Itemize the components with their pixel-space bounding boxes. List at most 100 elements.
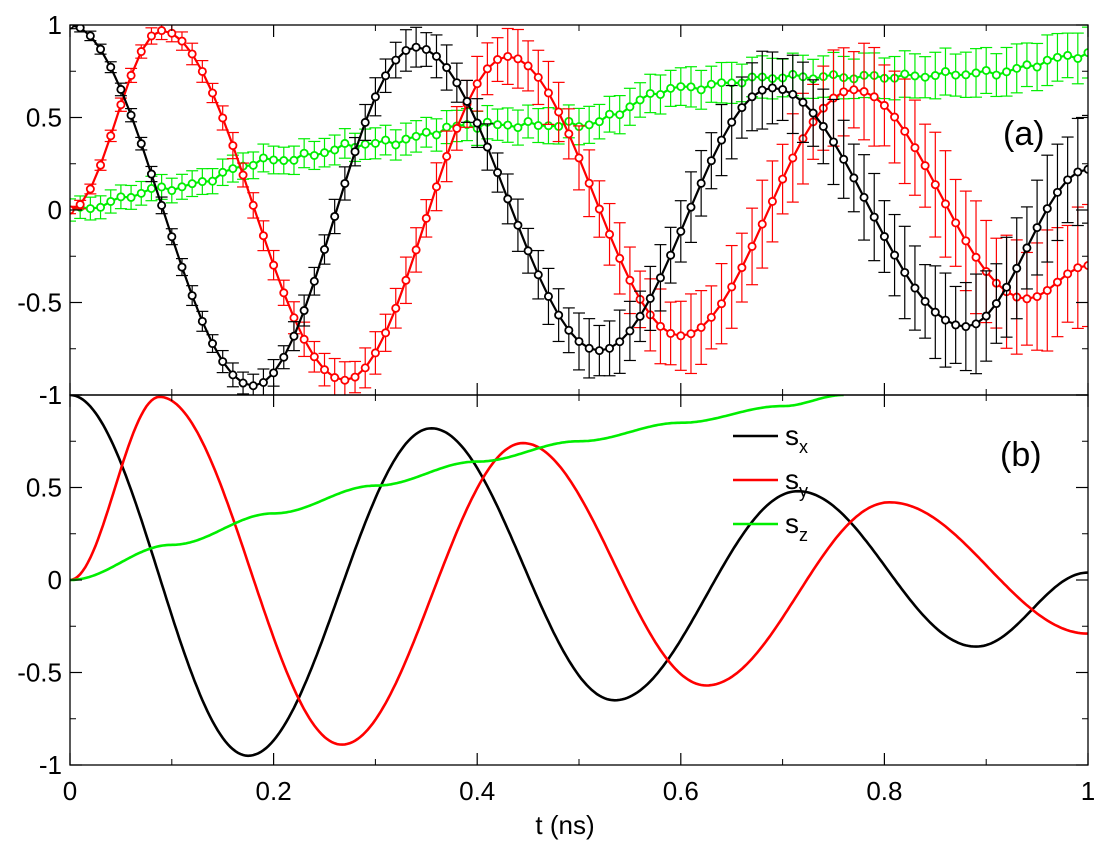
panel-a-marker-sz <box>370 138 380 148</box>
panel-a-marker-sx <box>879 232 889 242</box>
x-tick-label: 0 <box>63 776 77 806</box>
panel-a-marker-sy <box>1052 277 1062 287</box>
panel-a-marker-sx <box>350 147 360 157</box>
panel-a-marker-sx <box>920 296 930 306</box>
panel-a-marker-sz <box>961 70 971 80</box>
panel-a-marker-sx <box>930 307 940 317</box>
panel-a-marker-sy <box>482 64 492 74</box>
panel-a-marker-sy <box>269 260 279 270</box>
y-tick-label-b: -1 <box>39 750 62 780</box>
panel-a-marker-sz <box>391 140 401 150</box>
tick-layer: 0 0.2 0.4 0.6 0.8 110.50-0.5-1-10.50-0.5-1 <box>17 10 1095 806</box>
panel-a-marker-sy <box>116 100 126 110</box>
panel-a-marker-sy <box>208 88 218 98</box>
panel-a-marker-sy <box>85 184 95 194</box>
panel-a-marker-sz <box>1063 50 1073 60</box>
panel-a-marker-sy <box>706 312 716 322</box>
panel-a-marker-sz <box>289 155 299 165</box>
panel-a-marker-sy <box>360 363 370 373</box>
panel-a-marker-sy <box>523 61 533 71</box>
panel-a-marker-sz <box>401 134 411 144</box>
panel-a-marker-sz <box>971 68 981 78</box>
panel-a-marker-sx <box>472 118 482 128</box>
panel-a-marker-sy <box>971 252 981 262</box>
panel-a-marker-sy <box>605 229 615 239</box>
panel-a-marker-sx <box>391 55 401 65</box>
panel-a-marker-sy <box>218 113 228 123</box>
panel-a-marker-sx <box>717 135 727 145</box>
panel-a-marker-sz <box>655 89 665 99</box>
panel-a-marker-sx <box>503 194 513 204</box>
panel-a-marker-sx <box>951 320 961 330</box>
panel-a-marker-sy <box>401 275 411 285</box>
panel-a-marker-sy <box>299 334 309 344</box>
panel-b-line-sy <box>70 395 1088 746</box>
panel-a-marker-sx <box>1012 263 1022 273</box>
y-tick-label-b: 0 <box>48 565 62 595</box>
panel-a-marker-sx <box>727 117 737 127</box>
panel-a-marker-sz <box>1032 62 1042 72</box>
panel-a-marker-sz <box>279 156 289 166</box>
panel-a-marker-sy <box>411 245 421 255</box>
panel-a-marker-sy <box>676 331 686 341</box>
panel-a-marker-sx <box>381 71 391 81</box>
panel-a-marker-sx <box>1073 167 1083 177</box>
panel-a-marker-sz <box>1042 55 1052 65</box>
panel-a-marker-sx <box>635 311 645 321</box>
panel-a-marker-sz <box>248 160 258 170</box>
panel-a-marker-sy <box>666 328 676 338</box>
y-tick-label-a: 1 <box>48 10 62 40</box>
panel-a-marker-sz <box>930 71 940 81</box>
panel-a-marker-sy <box>279 288 289 298</box>
panel-a-marker-sx <box>594 346 604 356</box>
panel-a-marker-sy <box>778 174 788 184</box>
panel-a-marker-sx <box>910 283 920 293</box>
panel-a-marker-sy <box>238 170 248 180</box>
panel-a-marker-sx <box>961 322 971 332</box>
panel-a-marker-sx <box>462 96 472 106</box>
panel-a-marker-sy <box>493 55 503 65</box>
panel-a-marker-sy <box>319 365 329 375</box>
panel-a-marker-sx <box>666 250 676 260</box>
panel-a-marker-sy <box>696 322 706 332</box>
panel-a-marker-sz <box>208 176 218 186</box>
panel-a-marker-sx <box>106 62 116 72</box>
panel-a-marker-sx <box>197 316 207 326</box>
panel-a-marker-sz <box>96 202 106 212</box>
legend-label-sz: sz <box>785 508 808 545</box>
panel-a-marker-sz <box>696 85 706 95</box>
y-tick-label-a: 0 <box>48 195 62 225</box>
panel-a-marker-sy <box>289 313 299 323</box>
panel-a-marker-sx <box>238 378 248 388</box>
panel-a-marker-sx <box>248 381 258 391</box>
panel-a-marker-sz <box>594 117 604 127</box>
panel-a-marker-sy <box>1063 269 1073 279</box>
panel-a-marker-sy <box>126 70 136 80</box>
panel-a-marker-sz <box>106 196 116 206</box>
panel-a-marker-sz <box>584 120 594 130</box>
panel-a-marker-sx <box>431 51 441 61</box>
x-axis-title: t (ns) <box>535 810 594 840</box>
panel-a-marker-sx <box>126 110 136 120</box>
panel-a-marker-sy <box>594 204 604 214</box>
panel-a-marker-sy <box>686 329 696 339</box>
panel-a-marker-sz <box>900 69 910 79</box>
panel-a-marker-sx <box>218 357 228 367</box>
panel-a-marker-sz <box>330 145 340 155</box>
panel-a-marker-sx <box>767 83 777 93</box>
panel-a-marker-sx <box>991 299 1001 309</box>
panel-a-marker-sz <box>1083 48 1088 58</box>
panel-a-marker-sy <box>890 112 900 122</box>
panel-a-marker-sy <box>574 153 584 163</box>
panel-a-marker-sy <box>737 263 747 273</box>
panel-a-marker-sx <box>319 244 329 254</box>
y-tick-label-a: 0.5 <box>26 103 62 133</box>
legend: sx sy sz <box>733 420 808 545</box>
panel-a-marker-sx <box>747 92 757 102</box>
panel-a-marker-sz <box>197 177 207 187</box>
legend-label-sx: sx <box>785 420 808 457</box>
panel-a-marker-sx <box>523 246 533 256</box>
panel-a-marker-sx <box>493 168 503 178</box>
panel-a-marker-sx <box>309 276 319 286</box>
panel-a-marker-sx <box>340 178 350 188</box>
